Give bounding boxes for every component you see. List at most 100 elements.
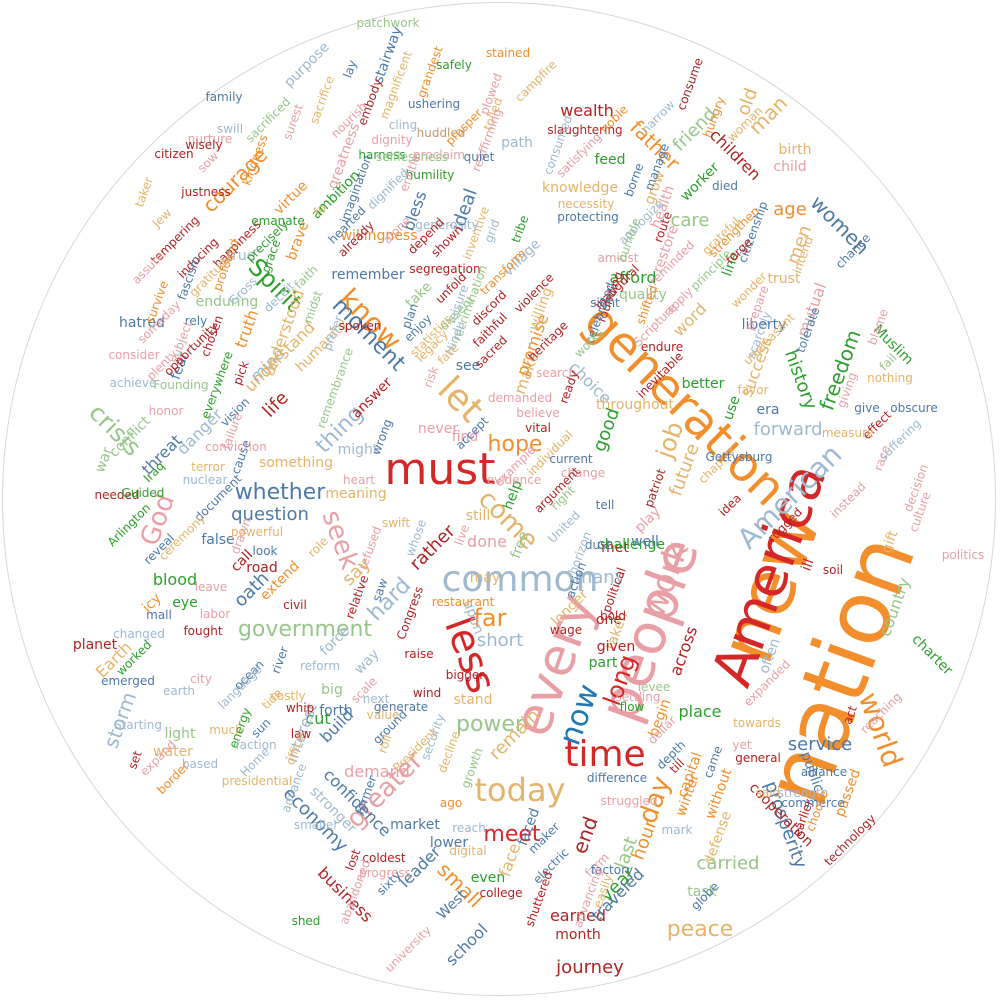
cloud-word: hope (487, 432, 543, 457)
cloud-word: road (246, 560, 278, 576)
cloud-word: yet (732, 738, 752, 752)
cloud-word: mall (146, 608, 172, 622)
cloud-word: might (337, 442, 379, 458)
cloud-word: Guided (121, 486, 165, 500)
cloud-word: consider (108, 348, 160, 362)
cloud-word: swift (381, 516, 411, 530)
cloud-word: wealth (560, 101, 614, 120)
cloud-word: ushering (407, 97, 461, 111)
cloud-word: nothing (867, 371, 913, 385)
cloud-word: blood (152, 570, 198, 589)
cloud-word: endure (640, 340, 684, 354)
cloud-word: needed (94, 488, 140, 502)
cloud-word: value (366, 708, 400, 722)
cloud-word: whip (285, 701, 315, 715)
cloud-word: time (564, 734, 646, 775)
cloud-word: much (209, 723, 243, 737)
cloud-word: never (417, 421, 459, 437)
cloud-word: forth (319, 703, 353, 719)
cloud-word: city (190, 672, 212, 686)
cloud-word: presidential (221, 774, 293, 788)
cloud-word: earned (549, 906, 607, 925)
cloud-word: service (787, 734, 853, 755)
cloud-word: believe (516, 406, 560, 420)
cloud-word: far (473, 604, 507, 632)
cloud-word: quality (619, 287, 667, 303)
cloud-word: harness (358, 148, 406, 162)
cloud-word: done (467, 532, 507, 551)
cloud-word: task (687, 884, 717, 900)
cloud-word: find (451, 429, 479, 445)
cloud-word: patchwork (356, 16, 420, 30)
cloud-word: water (153, 744, 193, 760)
cloud-word: path (501, 135, 533, 151)
cloud-word: given (596, 639, 636, 655)
cloud-word: forward (753, 419, 823, 440)
cloud-word: generate (373, 700, 429, 714)
cloud-word: favor (737, 383, 769, 397)
cloud-word: many (574, 567, 626, 588)
cloud-word: knowledge (542, 180, 618, 196)
cloud-word: mark (661, 823, 693, 837)
cloud-word: one (595, 612, 623, 628)
cloud-word: month (555, 927, 601, 943)
cloud-word: short (476, 630, 524, 651)
cloud-word: give (854, 401, 880, 415)
cloud-word: died (712, 179, 738, 193)
cloud-word: strength (777, 786, 829, 800)
cloud-word: swill (216, 122, 244, 136)
cloud-word: light (164, 726, 196, 742)
cloud-word: slaughtering (547, 123, 623, 137)
cloud-word: struggled (600, 794, 658, 808)
cloud-word: lower (429, 835, 469, 851)
cloud-word: citizen (154, 147, 194, 161)
cloud-word: selflessness (376, 150, 448, 164)
cloud-word: government (237, 617, 373, 642)
cloud-word: demanded (487, 391, 553, 405)
cloud-word: journey (556, 957, 624, 978)
cloud-word: afford (609, 268, 657, 287)
cloud-word: terror (191, 460, 225, 474)
cloud-word: obscure (890, 401, 938, 415)
cloud-word: commerce (781, 796, 845, 810)
cloud-word: ago (439, 796, 463, 810)
cloud-word: quiet (463, 150, 495, 164)
cloud-word: settling (615, 690, 661, 704)
cloud-word: false (201, 532, 235, 548)
cloud-word: powerful (230, 525, 284, 539)
cloud-word: stained (485, 46, 531, 60)
cloud-word: may (469, 570, 501, 586)
cloud-word: true (226, 248, 256, 264)
cloud-word: power (456, 712, 524, 737)
cloud-word: amidst (597, 251, 639, 265)
cloud-word: measure (821, 426, 875, 440)
cloud-word: emerged (101, 674, 155, 688)
cloud-word: honor (148, 404, 184, 418)
cloud-word: wage (549, 623, 583, 637)
cloud-word: willingness (340, 228, 418, 244)
cloud-word: age (773, 199, 807, 220)
cloud-word: tell (595, 498, 615, 512)
cloud-word: trust (767, 271, 801, 287)
cloud-word: digital (449, 844, 487, 858)
cloud-word: hatred (119, 315, 165, 331)
cloud-word: reach (452, 821, 486, 835)
cloud-word: law (290, 727, 312, 741)
cloud-word: costly (270, 689, 306, 703)
cloud-word: levee (637, 680, 671, 694)
cloud-word: college (479, 886, 523, 900)
cloud-word: flow (619, 700, 645, 714)
cloud-word: carried (696, 853, 760, 874)
cloud-word: eye (172, 595, 198, 611)
cloud-word: throughout (596, 397, 674, 413)
cloud-word: Founding (153, 378, 209, 392)
cloud-word: stand (453, 692, 493, 708)
cloud-word: look (252, 544, 278, 558)
cloud-word: huddled (416, 126, 466, 140)
cloud-word: necessity (557, 197, 615, 211)
cloud-word: evidence (486, 473, 542, 487)
cloud-word: nurture (187, 132, 233, 146)
cloud-word: see (455, 358, 481, 374)
cloud-word: Gettysburg (705, 450, 773, 464)
cloud-word: reform (299, 659, 341, 673)
